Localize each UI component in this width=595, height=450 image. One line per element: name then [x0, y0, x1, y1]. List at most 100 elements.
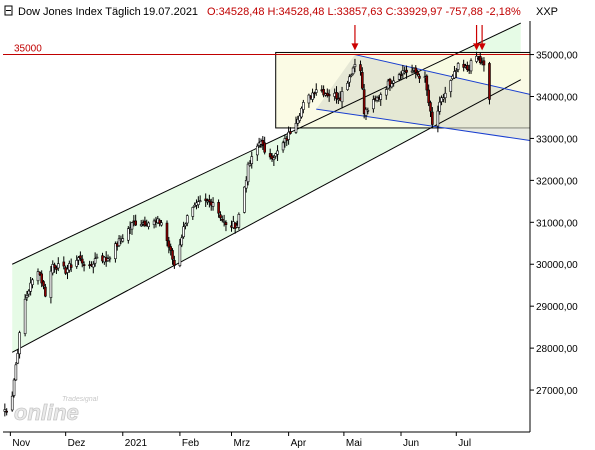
candle-body	[217, 202, 220, 214]
candle-body	[399, 74, 403, 76]
candle-body	[208, 199, 211, 202]
candle-body	[121, 238, 125, 242]
candle-body	[44, 286, 47, 297]
candle-body	[346, 82, 349, 90]
candle-body	[314, 89, 318, 93]
candle-body	[117, 238, 121, 246]
candle-body	[197, 201, 200, 206]
candle-body	[263, 142, 266, 153]
candle-body	[261, 139, 265, 145]
candle-body	[274, 153, 278, 157]
y-tick-label: 35000,00	[536, 51, 578, 62]
x-axis: Nov Dez 2021 Feb Mrz Apr Mai Jun Jul	[9, 432, 471, 449]
candle-body	[10, 395, 14, 411]
y-tick-label: 32000,00	[536, 176, 578, 187]
candle-body	[42, 281, 45, 287]
reference-line-label: 35000	[14, 44, 42, 55]
candle-body	[270, 155, 274, 160]
down-arrow-head	[478, 43, 486, 51]
candle-body	[167, 240, 171, 248]
candle-body	[158, 219, 161, 224]
candle-body	[211, 202, 215, 207]
candle-body	[51, 264, 55, 274]
candle-body	[31, 279, 34, 285]
candle-body	[91, 263, 95, 268]
wedge-fill	[316, 54, 530, 141]
candle-body	[449, 80, 453, 92]
candle-body	[327, 94, 331, 97]
candle-body	[414, 67, 418, 73]
candle-body	[191, 207, 195, 217]
candle-body	[366, 109, 370, 112]
candle-body	[23, 298, 27, 334]
candle-body	[302, 102, 305, 110]
y-tick-label: 29000,00	[536, 302, 578, 313]
candle-body	[466, 65, 469, 70]
candle-body	[220, 219, 224, 221]
channel-lower-line	[11, 79, 522, 353]
channel-upper-line	[11, 22, 522, 265]
candle-body	[93, 258, 97, 264]
candle-body	[462, 63, 465, 68]
candle-body	[55, 267, 58, 270]
x-tick-label: 2021	[125, 438, 148, 449]
candle-body	[224, 222, 228, 226]
candle-body	[397, 74, 401, 80]
candle-body	[12, 379, 16, 396]
candle-body	[311, 92, 314, 100]
candle-body	[453, 71, 456, 79]
candle-body	[29, 282, 32, 292]
candle-series	[3, 51, 491, 417]
candle-body	[443, 92, 447, 99]
ohlc-readout: O:34528,48 H:34528,48 L:33857,63 C:33929…	[207, 6, 521, 18]
candle-body	[436, 110, 440, 127]
candle-body	[139, 224, 143, 227]
candle-body	[410, 70, 414, 73]
candle-body	[165, 222, 169, 241]
candle-body	[488, 63, 491, 100]
candle-body	[152, 220, 156, 225]
candle-body	[478, 56, 482, 64]
candle-body	[438, 101, 442, 112]
candle-body	[143, 220, 147, 226]
candle-body	[16, 353, 20, 364]
candle-body	[272, 157, 276, 161]
candle-body	[287, 131, 290, 140]
candle-body	[300, 108, 303, 118]
candle-body	[429, 102, 432, 112]
x-tick-label: Apr	[291, 438, 307, 449]
candle-body	[322, 89, 325, 96]
candle-body	[56, 263, 60, 269]
candle-body	[335, 91, 338, 99]
candle-body	[364, 109, 368, 116]
candle-body	[178, 244, 182, 266]
y-tick-label: 28000,00	[536, 344, 578, 355]
x-tick-label: Jul	[458, 438, 471, 449]
x-tick-label: Mrz	[233, 438, 250, 449]
candle-body	[425, 75, 429, 91]
candle-body	[185, 215, 189, 224]
candle-body	[222, 221, 226, 223]
candle-body	[40, 273, 43, 284]
candle-body	[276, 150, 279, 155]
candle-body	[427, 89, 430, 104]
candle-body	[416, 71, 419, 76]
down-arrow-head	[473, 43, 481, 51]
candle-body	[169, 246, 172, 251]
candle-body	[79, 255, 82, 259]
candle-body	[361, 72, 364, 89]
candle-body	[180, 237, 184, 246]
candle-body	[392, 80, 395, 84]
candle-body	[289, 131, 292, 134]
candle-body	[469, 60, 473, 72]
candle-body	[442, 97, 445, 100]
y-tick-label: 33000,00	[536, 134, 578, 145]
candle-body	[193, 204, 196, 207]
candle-body	[349, 74, 353, 77]
trendlines	[3, 22, 530, 353]
candle-body	[36, 271, 40, 282]
candle-body	[130, 222, 134, 230]
y-axis: 27000,00 28000,00 29000,00 30000,00 31000,00…	[530, 51, 578, 397]
candle-body	[255, 145, 259, 156]
candle-body	[49, 270, 53, 298]
